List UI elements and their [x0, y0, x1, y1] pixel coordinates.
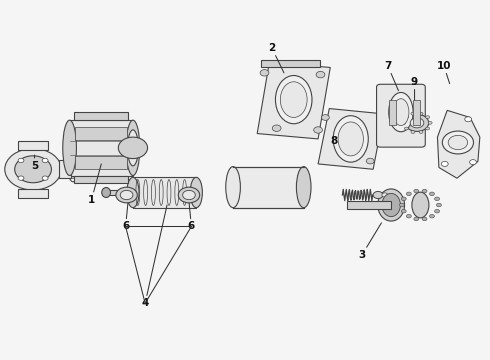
Circle shape [314, 127, 322, 133]
Circle shape [422, 189, 427, 193]
Circle shape [419, 112, 423, 115]
Circle shape [411, 112, 415, 115]
Ellipse shape [389, 93, 413, 132]
Circle shape [183, 190, 196, 200]
Circle shape [120, 190, 133, 200]
Bar [59, 160, 71, 178]
Circle shape [469, 159, 476, 165]
Circle shape [367, 158, 374, 164]
Circle shape [419, 131, 423, 134]
Circle shape [399, 203, 404, 207]
Ellipse shape [127, 130, 138, 166]
Bar [19, 141, 48, 150]
Circle shape [430, 215, 434, 218]
Circle shape [442, 131, 473, 154]
Circle shape [430, 192, 434, 195]
Circle shape [116, 187, 137, 203]
Bar [75, 127, 127, 140]
Ellipse shape [63, 120, 76, 176]
Text: 9: 9 [411, 77, 418, 102]
Circle shape [401, 197, 406, 201]
Bar [389, 100, 396, 125]
Circle shape [42, 176, 48, 180]
Circle shape [321, 114, 329, 120]
Ellipse shape [378, 189, 405, 221]
Ellipse shape [280, 82, 307, 117]
Circle shape [404, 127, 408, 130]
Ellipse shape [226, 167, 241, 208]
Text: 5: 5 [31, 155, 38, 171]
Circle shape [382, 193, 388, 197]
Circle shape [465, 117, 471, 122]
Ellipse shape [296, 167, 311, 208]
Ellipse shape [382, 193, 400, 217]
Text: 8: 8 [331, 134, 343, 146]
Bar [106, 190, 135, 195]
Circle shape [448, 135, 467, 150]
Circle shape [406, 215, 411, 218]
Ellipse shape [393, 99, 409, 126]
Ellipse shape [412, 192, 429, 218]
Bar [413, 100, 420, 125]
Bar [347, 202, 391, 208]
Circle shape [404, 116, 408, 118]
Bar [233, 167, 304, 208]
Circle shape [414, 217, 419, 221]
Circle shape [406, 192, 411, 195]
Circle shape [435, 197, 440, 201]
Text: 2: 2 [268, 43, 284, 73]
Circle shape [260, 69, 269, 76]
Polygon shape [257, 62, 330, 139]
Circle shape [316, 71, 325, 78]
Bar [19, 189, 48, 198]
Circle shape [428, 121, 432, 124]
Polygon shape [438, 111, 480, 178]
Circle shape [437, 203, 441, 207]
Circle shape [178, 187, 200, 203]
Circle shape [401, 210, 406, 213]
Ellipse shape [275, 76, 312, 124]
Circle shape [18, 158, 24, 163]
Text: 10: 10 [437, 61, 451, 84]
Circle shape [373, 192, 383, 199]
Circle shape [405, 114, 429, 131]
Ellipse shape [126, 120, 140, 176]
Circle shape [5, 149, 61, 190]
Polygon shape [318, 109, 384, 169]
Ellipse shape [333, 116, 368, 162]
FancyBboxPatch shape [376, 84, 425, 147]
Ellipse shape [102, 188, 111, 198]
Bar [74, 176, 128, 183]
Bar [133, 177, 196, 208]
Text: 1: 1 [88, 164, 101, 204]
Ellipse shape [127, 177, 139, 208]
Bar [75, 156, 127, 168]
Text: 7: 7 [384, 61, 398, 91]
Bar [261, 60, 319, 67]
Circle shape [18, 176, 24, 180]
Circle shape [402, 121, 406, 124]
Text: 6: 6 [122, 202, 129, 231]
Circle shape [426, 127, 430, 130]
Text: 4: 4 [142, 205, 167, 308]
Circle shape [441, 161, 448, 166]
Circle shape [411, 131, 415, 134]
Circle shape [426, 116, 430, 118]
Ellipse shape [338, 122, 364, 156]
Circle shape [414, 189, 419, 193]
Text: 6: 6 [188, 202, 195, 231]
Circle shape [118, 137, 147, 158]
Bar [70, 120, 133, 176]
Circle shape [422, 217, 427, 221]
Circle shape [42, 158, 48, 163]
Text: 3: 3 [358, 223, 381, 260]
Circle shape [272, 125, 281, 131]
Circle shape [410, 118, 424, 128]
Bar [74, 112, 128, 120]
Ellipse shape [190, 177, 202, 208]
Circle shape [15, 156, 51, 183]
Circle shape [435, 210, 440, 213]
